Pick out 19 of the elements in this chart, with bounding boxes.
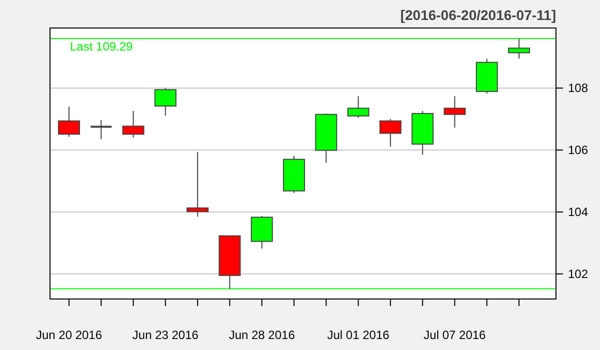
candlestick <box>186 151 209 218</box>
y-tick-label: 102 <box>568 266 588 281</box>
candlestick <box>347 96 370 118</box>
y-tick-label: 104 <box>568 204 588 219</box>
annotation: Last 109.29 <box>70 40 134 54</box>
candlestick <box>154 88 176 116</box>
candlestick <box>122 110 144 138</box>
x-tick-label: Jul 07 2016 <box>424 328 486 342</box>
x-tick-label: Jun 23 2016 <box>132 328 199 342</box>
candlestick <box>58 106 80 138</box>
candlestick <box>444 96 466 128</box>
x-tick-label: Jun 20 2016 <box>36 328 102 342</box>
x-tick-label: Jun 28 2016 <box>228 328 296 342</box>
candlestick <box>379 118 402 148</box>
y-tick-label: 106 <box>568 143 588 158</box>
chart-title: [2016-06-20/2016-07-11] <box>400 7 556 23</box>
candlestick <box>90 119 113 140</box>
y-tick-label: 108 <box>568 81 588 96</box>
x-tick-label: Jul 01 2016 <box>327 328 390 342</box>
